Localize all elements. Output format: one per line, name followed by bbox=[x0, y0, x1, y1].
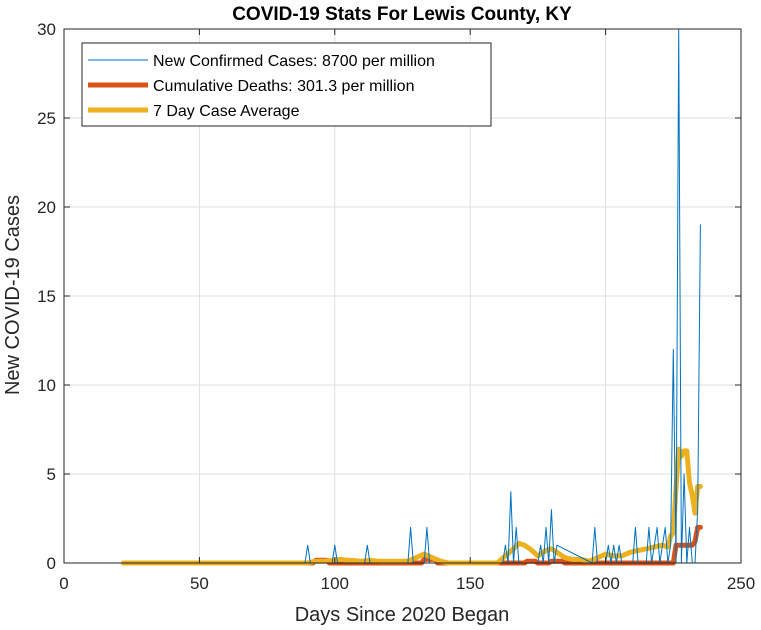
x-tick-label: 250 bbox=[727, 574, 755, 593]
y-axis-label: New COVID-19 Cases bbox=[2, 195, 24, 395]
series-line-1 bbox=[123, 28, 701, 564]
y-tick-label: 0 bbox=[47, 554, 56, 573]
series-layer bbox=[121, 28, 703, 566]
legend-entry-1: New Confirmed Cases: 8700 per million bbox=[153, 53, 435, 70]
y-tick-label: 10 bbox=[37, 376, 56, 395]
y-tick-label: 30 bbox=[37, 20, 56, 39]
x-tick-label: 150 bbox=[456, 574, 484, 593]
x-tick-label: 0 bbox=[59, 574, 68, 593]
legend-entry-3: 7 Day Case Average bbox=[153, 103, 300, 120]
x-axis-label: Days Since 2020 Began bbox=[295, 604, 510, 626]
series-line-3 bbox=[121, 446, 703, 566]
legend-entry-2: Cumulative Deaths: 301.3 per million bbox=[153, 78, 414, 95]
x-tick-label: 100 bbox=[321, 574, 349, 593]
tick-labels: 0 50 100 150 200 250 0 5 10 15 20 25 30 bbox=[37, 20, 755, 593]
y-tick-label: 5 bbox=[47, 465, 56, 484]
y-tick-label: 15 bbox=[37, 287, 56, 306]
axes bbox=[63, 28, 742, 564]
y-tick-label: 25 bbox=[37, 109, 56, 128]
chart-title: COVID-19 Stats For Lewis County, KY bbox=[232, 4, 572, 25]
x-tick-label: 50 bbox=[190, 574, 209, 593]
y-tick-label: 20 bbox=[37, 198, 56, 217]
x-tick-label: 200 bbox=[591, 574, 619, 593]
legend-box bbox=[81, 42, 492, 127]
legend: New Confirmed Cases: 8700 per million Cum… bbox=[81, 42, 492, 127]
